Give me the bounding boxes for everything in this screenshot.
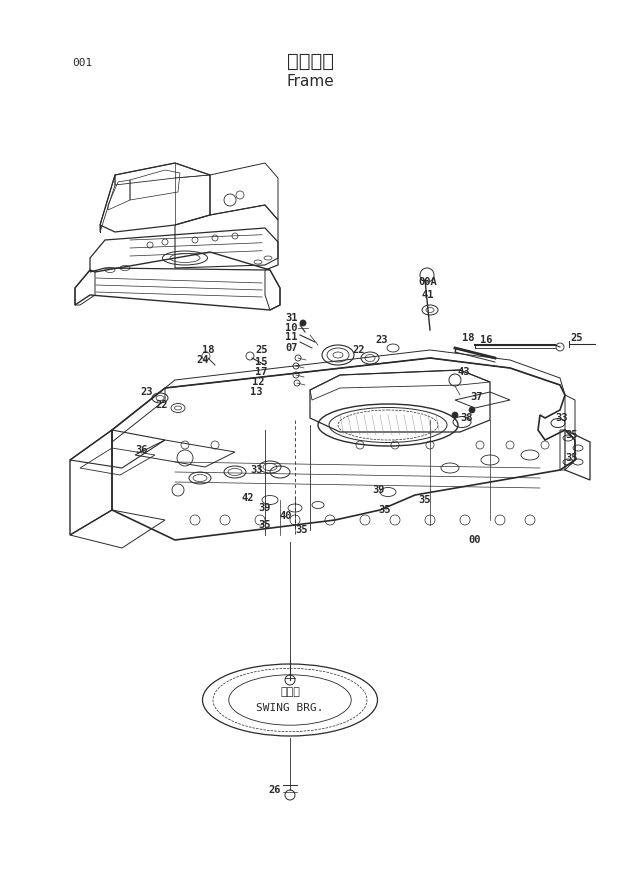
Text: 25: 25: [255, 345, 267, 355]
Text: 22: 22: [155, 400, 167, 410]
Text: 00: 00: [468, 535, 481, 545]
Text: 35: 35: [378, 505, 391, 515]
Text: 13: 13: [250, 387, 262, 397]
Text: 36: 36: [135, 445, 148, 455]
Text: 00A: 00A: [418, 277, 436, 287]
Text: 11: 11: [285, 332, 298, 342]
Text: 42: 42: [242, 493, 254, 503]
Text: 10: 10: [285, 323, 298, 333]
Text: 16: 16: [480, 335, 492, 345]
Text: 40: 40: [280, 511, 293, 521]
Text: 41: 41: [421, 290, 433, 300]
Text: 23: 23: [375, 335, 388, 345]
Text: 07: 07: [285, 343, 298, 353]
Text: 39: 39: [258, 503, 270, 513]
Text: 26: 26: [268, 785, 280, 795]
Text: 35: 35: [565, 453, 577, 463]
Text: Frame: Frame: [286, 74, 334, 89]
Text: 旋回輪: 旋回輪: [280, 687, 300, 697]
Circle shape: [300, 320, 306, 326]
Text: 24: 24: [196, 355, 208, 365]
Text: 38: 38: [460, 413, 472, 423]
Text: 23: 23: [140, 387, 153, 397]
Text: 18: 18: [462, 333, 474, 343]
Text: 39: 39: [372, 485, 384, 495]
Text: 15: 15: [255, 357, 267, 367]
Text: 43: 43: [458, 367, 471, 377]
Text: 25: 25: [570, 333, 583, 343]
Text: 33: 33: [555, 413, 567, 423]
Text: SWING BRG.: SWING BRG.: [256, 703, 324, 713]
Text: 12: 12: [252, 377, 265, 387]
Text: 22: 22: [352, 345, 365, 355]
Text: 35: 35: [295, 525, 308, 535]
Text: 17: 17: [255, 367, 267, 377]
Text: 35: 35: [258, 520, 270, 530]
Text: 37: 37: [470, 392, 482, 402]
Circle shape: [452, 412, 458, 418]
Text: フレーム: フレーム: [286, 52, 334, 71]
Text: 35: 35: [418, 495, 430, 505]
Text: 18: 18: [202, 345, 215, 355]
Text: 31: 31: [285, 313, 298, 323]
Text: 33: 33: [250, 465, 262, 475]
Text: 35: 35: [565, 430, 577, 440]
Circle shape: [469, 407, 475, 413]
Text: 001: 001: [72, 58, 92, 68]
